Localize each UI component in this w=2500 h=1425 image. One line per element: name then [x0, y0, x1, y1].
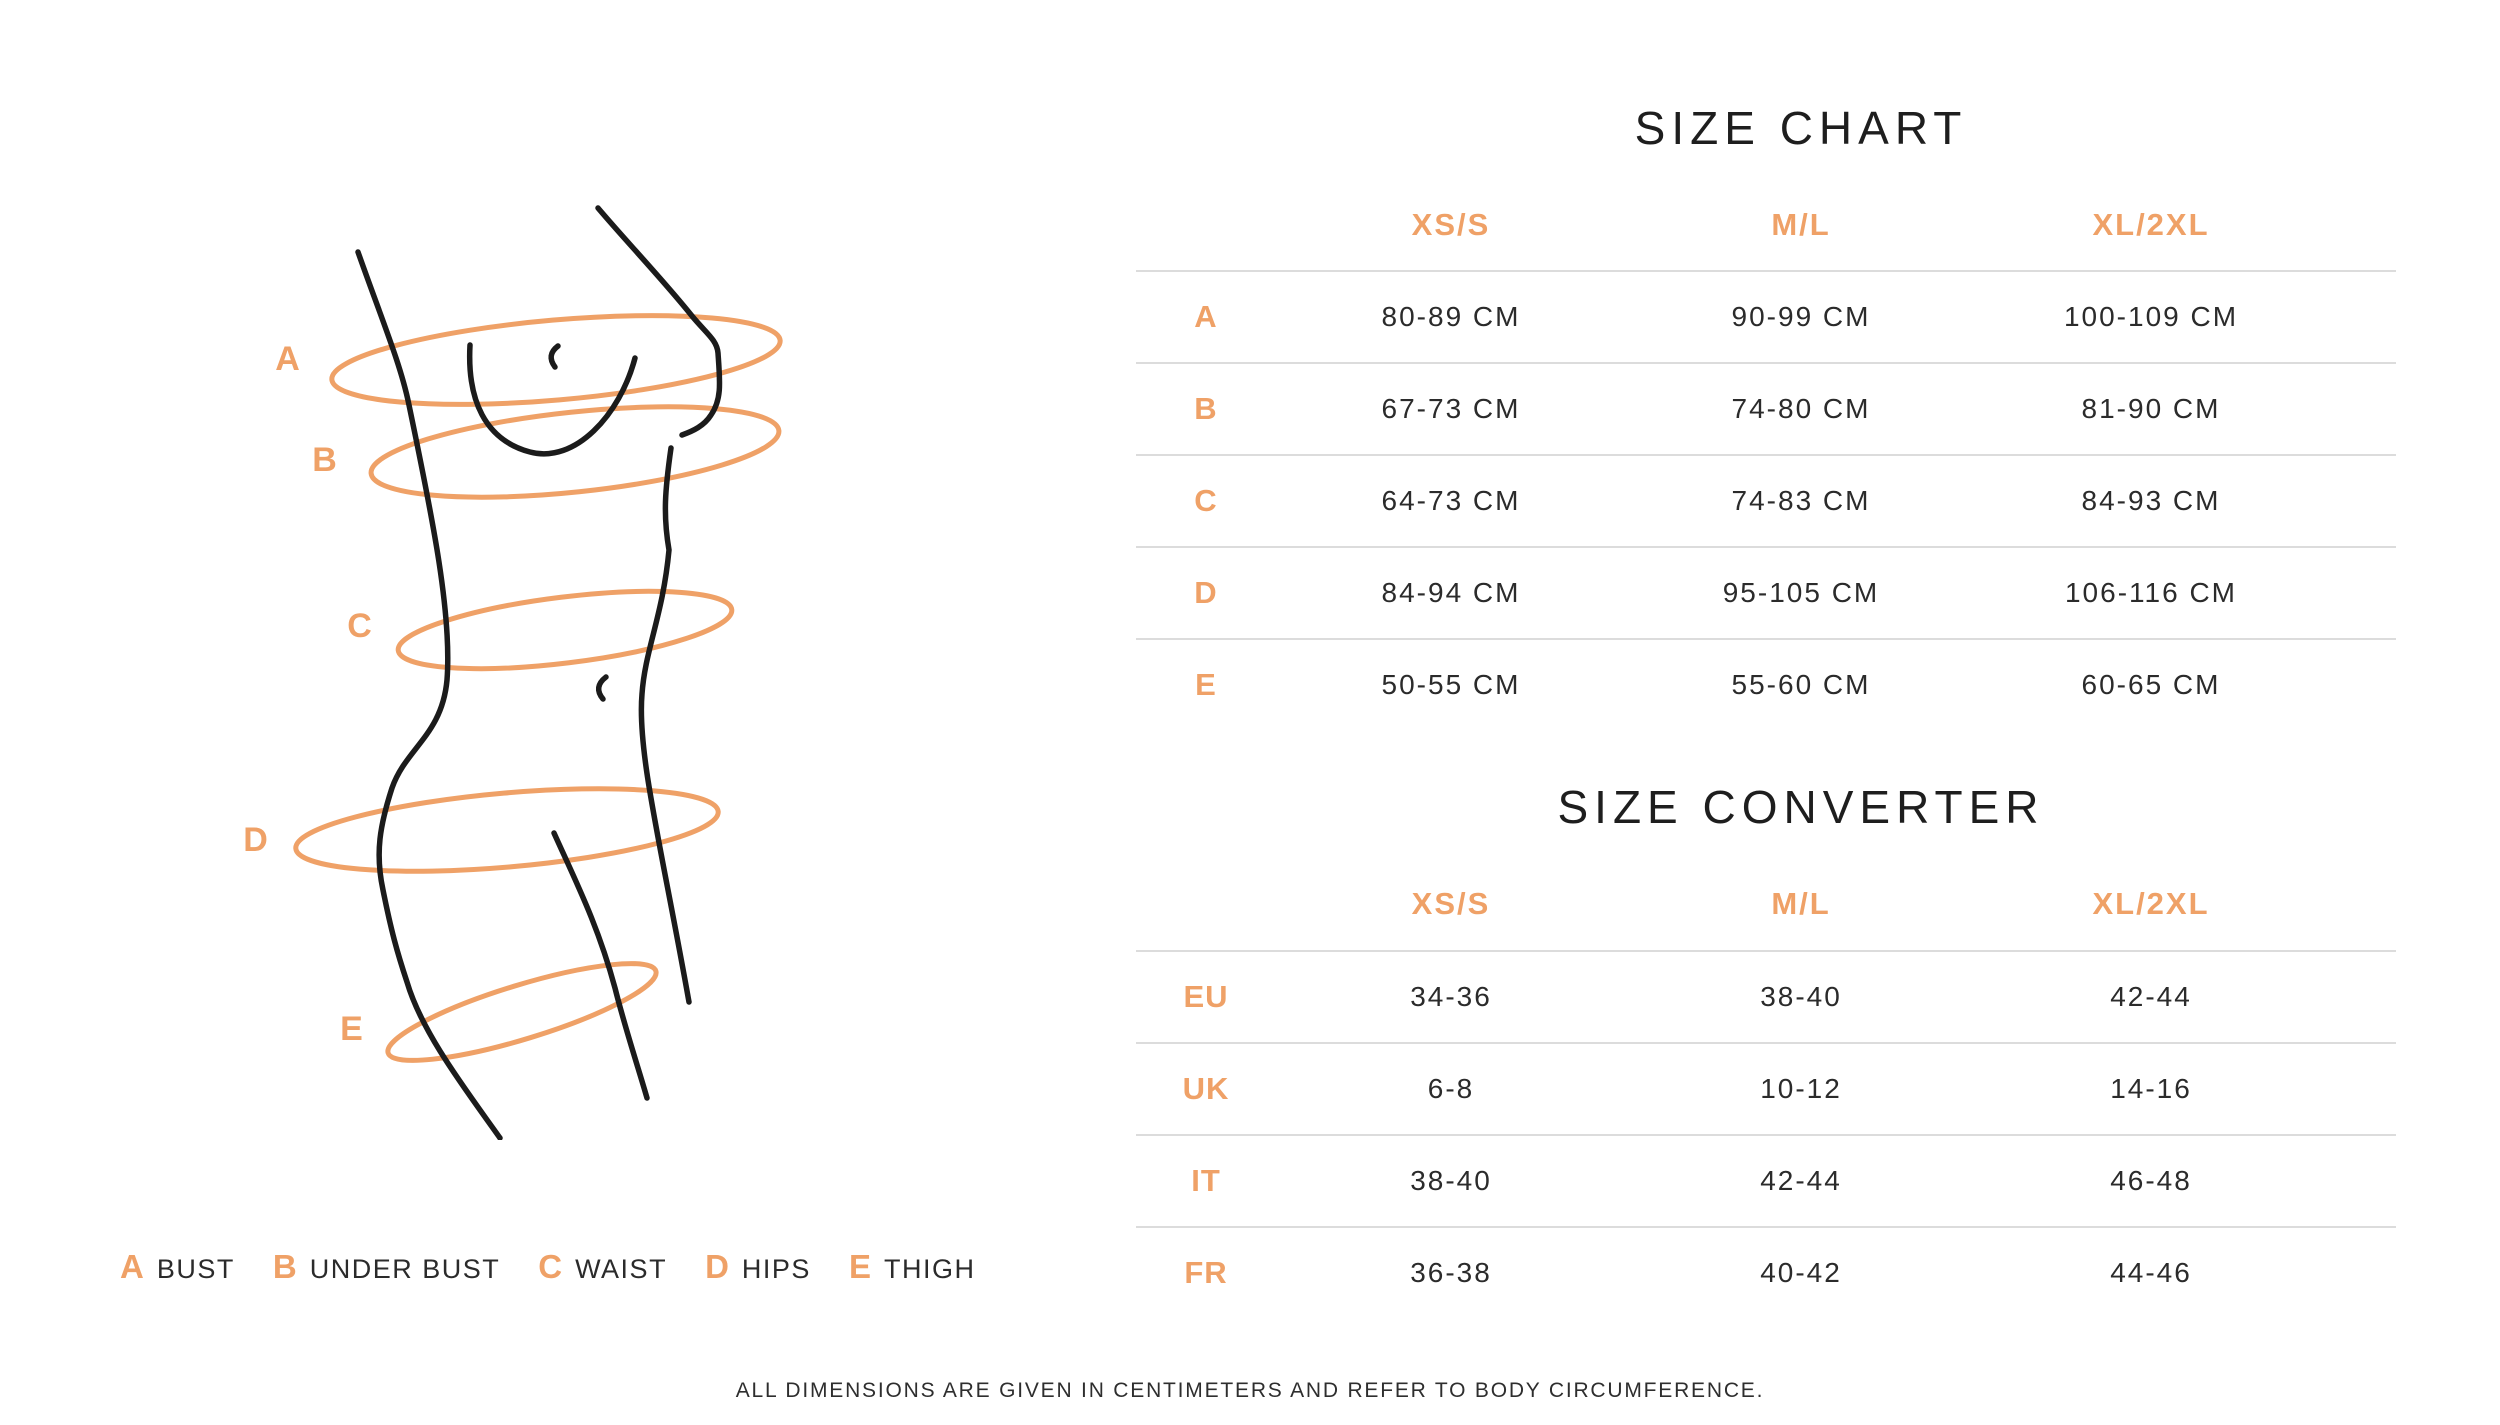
legend-label: WAIST	[575, 1254, 668, 1284]
table-row-eu: EU 34-36 38-40 42-44	[1136, 950, 2396, 1042]
table-row-e: E 50-55 CM 55-60 CM 60-65 CM	[1136, 638, 2396, 730]
row-label: C	[1194, 483, 1218, 518]
measurement-cell: 90-99 CM	[1731, 301, 1871, 332]
legend-letter: D	[705, 1248, 729, 1285]
table-row-it: IT 38-40 42-44 46-48	[1136, 1134, 2396, 1226]
row-label: EU	[1183, 979, 1229, 1014]
legend-letter: C	[538, 1248, 563, 1285]
measurement-cell: 50-55 CM	[1381, 669, 1521, 700]
size-converter-header-row: XS/S M/L XL/2XL	[1136, 876, 2396, 932]
size-cell: 42-44	[1760, 1165, 1842, 1196]
table-row-uk: UK 6-8 10-12 14-16	[1136, 1042, 2396, 1134]
column-header-xs-s: XS/S	[1411, 207, 1491, 242]
table-row-b: B 67-73 CM 74-80 CM 81-90 CM	[1136, 362, 2396, 454]
size-cell: 42-44	[2110, 981, 2192, 1012]
legend-item-under-bust: B UNDER BUST	[273, 1248, 500, 1286]
legend-letter: A	[120, 1248, 144, 1285]
measurement-cell: 84-94 CM	[1381, 577, 1521, 608]
column-header-m-l: M/L	[1771, 207, 1831, 242]
body-measurement-diagram: A B C D E	[120, 190, 820, 1140]
table-row-d: D 84-94 CM 95-105 CM 106-116 CM	[1136, 546, 2396, 638]
measurement-cell: 74-80 CM	[1731, 393, 1871, 424]
measurement-cell: 67-73 CM	[1381, 393, 1521, 424]
row-label: A	[1194, 299, 1218, 334]
legend-item-thigh: E THIGH	[849, 1248, 976, 1286]
column-header-m-l: M/L	[1771, 886, 1831, 921]
measurement-cell: 84-93 CM	[2081, 485, 2221, 516]
size-cell: 6-8	[1427, 1073, 1475, 1104]
size-cell: 40-42	[1760, 1257, 1842, 1288]
table-row-fr: FR 36-38 40-42 44-46	[1136, 1226, 2396, 1318]
measurement-cell: 55-60 CM	[1731, 669, 1871, 700]
body-diagram-svg: A B C D E	[243, 205, 783, 1140]
marker-c: C	[347, 607, 373, 645]
measurement-cell: 106-116 CM	[2064, 577, 2237, 608]
table-row-a: A 80-89 CM 90-99 CM 100-109 CM	[1136, 270, 2396, 362]
marker-e: E	[340, 1010, 364, 1048]
size-chart-title: SIZE CHART	[1634, 102, 1968, 154]
waist-ellipse	[395, 588, 735, 672]
row-label: D	[1194, 575, 1218, 610]
bust-ellipse	[329, 313, 783, 407]
legend-letter: E	[848, 1248, 871, 1285]
size-cell: 44-46	[2110, 1257, 2192, 1288]
legend-item-hips: D HIPS	[705, 1248, 811, 1286]
hips-ellipse	[293, 786, 721, 874]
body-back-line	[355, 249, 503, 1140]
size-chart-section: SIZE CHART XS/S M/L XL/2XL A 80-89 CM 90…	[1136, 100, 2396, 730]
measurement-cell: 60-65 CM	[2081, 669, 2221, 700]
measurement-cell: 74-83 CM	[1731, 485, 1871, 516]
legend-label: THIGH	[883, 1254, 976, 1284]
thigh-ellipse	[385, 961, 659, 1063]
size-cell: 38-40	[1410, 1165, 1492, 1196]
nipple-mark	[548, 343, 561, 370]
legend-letter: B	[272, 1248, 297, 1285]
size-converter-title: SIZE CONVERTER	[1557, 781, 2045, 833]
column-header-xl-2xl: XL/2XL	[2092, 886, 2210, 921]
size-cell: 46-48	[2110, 1165, 2192, 1196]
legend-label: BUST	[156, 1254, 235, 1284]
column-header-xs-s: XS/S	[1411, 886, 1491, 921]
arm-breast-line	[595, 205, 723, 438]
size-cell: 36-38	[1410, 1257, 1492, 1288]
navel-mark	[595, 674, 609, 702]
measurement-cell: 100-109 CM	[2063, 301, 2239, 332]
inner-thigh-line	[551, 830, 650, 1101]
marker-b: B	[312, 441, 338, 479]
marker-d: D	[243, 821, 269, 859]
measurement-cell: 95-105 CM	[1722, 577, 1880, 608]
measurement-cell: 81-90 CM	[2081, 393, 2221, 424]
legend-label: UNDER BUST	[309, 1254, 501, 1284]
row-label: IT	[1191, 1163, 1221, 1198]
under-bust-ellipse	[368, 404, 782, 500]
row-label: B	[1194, 391, 1218, 426]
size-cell: 14-16	[2110, 1073, 2192, 1104]
table-row-c: C 64-73 CM 74-83 CM 84-93 CM	[1136, 454, 2396, 546]
size-converter-section: SIZE CONVERTER XS/S M/L XL/2XL EU 34-36 …	[1136, 779, 2396, 1318]
under-breast-line	[466, 342, 638, 457]
size-cell: 10-12	[1760, 1073, 1842, 1104]
marker-a: A	[275, 340, 301, 378]
row-label: E	[1195, 667, 1217, 702]
size-chart-header-row: XS/S M/L XL/2XL	[1136, 197, 2396, 253]
measurement-legend: A BUST B UNDER BUST C WAIST D HIPS E THI…	[120, 1245, 975, 1289]
measurement-cell: 64-73 CM	[1381, 485, 1521, 516]
size-cell: 34-36	[1410, 981, 1492, 1012]
footer-note: ALL DIMENSIONS ARE GIVEN IN CENTIMETERS …	[735, 1379, 1765, 1402]
legend-item-waist: C WAIST	[538, 1248, 667, 1286]
size-cell: 38-40	[1760, 981, 1842, 1012]
row-label: UK	[1182, 1071, 1230, 1106]
measurement-cell: 80-89 CM	[1381, 301, 1521, 332]
torso-front-line	[638, 445, 692, 1005]
legend-label: HIPS	[741, 1254, 811, 1284]
legend-item-bust: A BUST	[120, 1248, 235, 1286]
row-label: FR	[1184, 1255, 1228, 1290]
column-header-xl-2xl: XL/2XL	[2092, 207, 2210, 242]
